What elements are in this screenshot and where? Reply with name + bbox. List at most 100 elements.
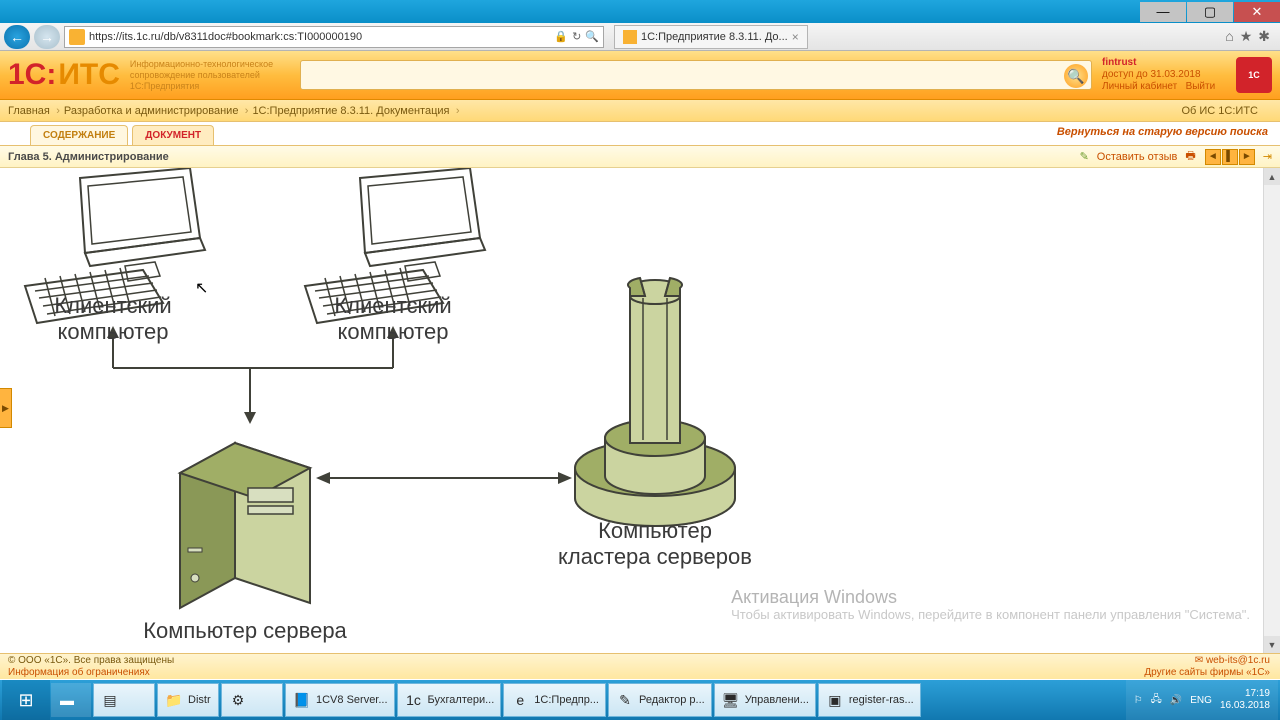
window-close-button[interactable]: ✕ xyxy=(1234,2,1280,22)
taskbar-item-label: 1CV8 Server... xyxy=(316,694,388,706)
label-server: Компьютер сервера xyxy=(115,618,375,644)
scroll-up-icon[interactable]: ▲ xyxy=(1264,168,1280,185)
crumb-home[interactable]: Главная xyxy=(8,105,50,117)
copyright: © ООО «1С». Все права защищены xyxy=(8,655,1272,667)
other-sites-link[interactable]: Другие сайты фирмы «1С» xyxy=(1144,667,1270,678)
taskbar-item[interactable]: ✎ Редактор р... xyxy=(608,683,712,717)
scroll-down-icon[interactable]: ▼ xyxy=(1264,636,1280,653)
search-go-icon[interactable]: 🔍 xyxy=(1064,64,1088,88)
site-header: 1С: ИТС Информационно-технологическое со… xyxy=(0,51,1280,100)
taskbar-pinned[interactable]: ▬ xyxy=(51,683,91,717)
search-icon[interactable]: 🔍 xyxy=(585,30,599,43)
site-search[interactable]: 🔍 xyxy=(300,60,1092,90)
taskbar-item-label: Бухгалтери... xyxy=(428,694,495,706)
windows-activation-watermark: Активация Windows Чтобы активировать Win… xyxy=(731,589,1250,623)
tray-network-icon[interactable]: 🖧 xyxy=(1151,692,1162,709)
taskbar-item-icon: ▣ xyxy=(825,690,845,710)
about-link[interactable]: Об ИС 1С:ИТС xyxy=(1181,105,1258,117)
window-titlebar: — ▢ ✕ xyxy=(0,0,1280,23)
tab-document[interactable]: ДОКУМЕНТ xyxy=(132,125,214,145)
old-search-link[interactable]: Вернуться на старую версию поиска xyxy=(1057,126,1268,138)
taskbar-item[interactable]: ⚙ xyxy=(221,683,283,717)
email-link[interactable]: ✉ web-its@1c.ru xyxy=(1195,655,1270,666)
tab-favicon xyxy=(623,30,637,44)
taskbar-item[interactable]: ▣ register-ras... xyxy=(818,683,921,717)
tab-contents[interactable]: СОДЕРЖАНИЕ xyxy=(30,125,128,145)
taskbar-item-label: Distr xyxy=(188,694,211,706)
favorites-icon[interactable]: ★ xyxy=(1240,28,1253,45)
start-button[interactable]: ⊞ xyxy=(2,680,50,720)
taskbar-item-icon: e xyxy=(510,690,530,710)
breadcrumb: Главная Разработка и администрирование 1… xyxy=(0,100,1280,122)
site-logo[interactable]: 1С: ИТС xyxy=(8,58,120,92)
tray-volume-icon[interactable]: 🔊 xyxy=(1170,695,1182,706)
user-panel: fintrust доступ до 31.03.2018 Личный каб… xyxy=(1102,57,1232,93)
tray-flag-icon[interactable]: ⚐ xyxy=(1134,695,1143,706)
tray-clock[interactable]: 17:19 16.03.2018 xyxy=(1220,688,1270,712)
crumb-doc[interactable]: 1С:Предприятие 8.3.11. Документация xyxy=(252,105,449,117)
taskbar-item-icon: ⚙ xyxy=(228,690,248,710)
restrictions-link[interactable]: Информация об ограничениях xyxy=(8,667,150,678)
site-slogan: Информационно-технологическое сопровожде… xyxy=(130,59,290,92)
window-maximize-button[interactable]: ▢ xyxy=(1187,2,1233,22)
architecture-diagram xyxy=(0,168,1260,653)
taskbar-item[interactable]: 📁 Distr xyxy=(157,683,219,717)
nav-up-button[interactable]: ▌ xyxy=(1222,149,1238,165)
logout-link[interactable]: Выйти xyxy=(1186,81,1216,92)
taskbar-item-icon: 📘 xyxy=(292,690,312,710)
system-tray[interactable]: ⚐ 🖧 🔊 ENG 17:19 16.03.2018 xyxy=(1126,680,1278,720)
lock-icon: 🔒 xyxy=(554,30,568,43)
crumb-dev[interactable]: Разработка и администрирование xyxy=(64,105,239,117)
nav-prev-button[interactable]: ◄ xyxy=(1205,149,1221,165)
feedback-link[interactable]: Оставить отзыв xyxy=(1097,151,1178,163)
taskbar-item[interactable]: ▤ xyxy=(93,683,155,717)
scrollbar[interactable]: ▲ ▼ xyxy=(1263,168,1280,653)
url-text: https://its.1c.ru/db/v8311doc#bookmark:c… xyxy=(89,31,362,43)
document-content: ▶ xyxy=(0,168,1280,653)
document-tabs: СОДЕРЖАНИЕ ДОКУМЕНТ Вернуться на старую … xyxy=(0,122,1280,146)
label-cluster: Компьютеркластера серверов xyxy=(520,518,790,570)
user-name: fintrust xyxy=(1102,57,1232,69)
browser-toolbar: ← → https://its.1c.ru/db/v8311doc#bookma… xyxy=(0,23,1280,51)
nav-forward-button[interactable]: → xyxy=(34,25,60,49)
taskbar-item-icon: 📁 xyxy=(164,690,184,710)
label-client1: Клиентскийкомпьютер xyxy=(28,293,198,345)
tray-language[interactable]: ENG xyxy=(1190,695,1212,706)
taskbar-item[interactable]: e 1С:Предпр... xyxy=(503,683,606,717)
taskbar-item-icon: ✎ xyxy=(615,690,635,710)
pencil-icon: ✎ xyxy=(1080,150,1089,163)
browser-tab[interactable]: 1С:Предприятие 8.3.11. До... × xyxy=(614,25,808,49)
taskbar: ⊞ ▬ ▤ 📁 Distr ⚙ 📘 1CV8 Server... 1с Бухгалтери.… xyxy=(0,680,1280,720)
taskbar-item[interactable]: 1с Бухгалтери... xyxy=(397,683,502,717)
taskbar-item-label: Управлени... xyxy=(745,694,809,706)
taskbar-item-icon: 🖥 xyxy=(721,690,741,710)
expand-icon[interactable]: ⇥ xyxy=(1263,150,1272,163)
taskbar-item-icon: 1с xyxy=(404,690,424,710)
taskbar-item[interactable]: 📘 1CV8 Server... xyxy=(285,683,395,717)
nav-back-button[interactable]: ← xyxy=(4,25,30,49)
taskbar-item[interactable]: 🖥 Управлени... xyxy=(714,683,816,717)
address-bar[interactable]: https://its.1c.ru/db/v8311doc#bookmark:c… xyxy=(64,26,604,48)
firm-1c-badge[interactable]: 1С xyxy=(1236,57,1272,93)
tab-title: 1С:Предприятие 8.3.11. До... xyxy=(641,31,788,43)
site-footer: © ООО «1С». Все права защищены Информаци… xyxy=(0,653,1280,679)
site-favicon xyxy=(69,29,85,45)
access-until: доступ до 31.03.2018 xyxy=(1102,69,1232,81)
tab-close-icon[interactable]: × xyxy=(792,30,799,44)
taskbar-item-label: Редактор р... xyxy=(639,694,705,706)
taskbar-item-label: register-ras... xyxy=(849,694,914,706)
mouse-cursor: ↖ xyxy=(195,278,208,298)
print-icon[interactable]: 🖶 xyxy=(1185,147,1195,166)
nav-next-button[interactable]: ► xyxy=(1239,149,1255,165)
taskbar-item-icon: ▤ xyxy=(100,690,120,710)
personal-cabinet-link[interactable]: Личный кабинет xyxy=(1102,81,1177,92)
home-icon[interactable]: ⌂ xyxy=(1225,28,1233,45)
tools-icon[interactable]: ✱ xyxy=(1258,28,1270,45)
taskbar-item-label: 1С:Предпр... xyxy=(534,694,599,706)
browser-tabs: 1С:Предприятие 8.3.11. До... × xyxy=(614,25,808,49)
refresh-icon[interactable]: ↻ xyxy=(572,30,581,43)
chapter-title: Глава 5. Администрирование xyxy=(8,151,169,163)
label-client2: Клиентскийкомпьютер xyxy=(308,293,478,345)
chapter-bar: Глава 5. Администрирование ✎ Оставить от… xyxy=(0,146,1280,168)
window-minimize-button[interactable]: — xyxy=(1140,2,1186,22)
